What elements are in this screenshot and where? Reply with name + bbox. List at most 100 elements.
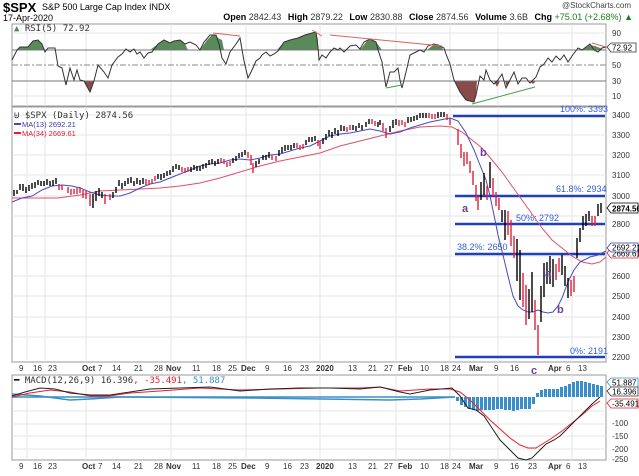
macd-value-tag: 16.396 — [606, 386, 639, 397]
fib-label-0: 0%: 2191 — [570, 346, 608, 356]
fib-lines — [453, 114, 605, 359]
svg-text:23: 23 — [48, 462, 57, 471]
macd-panel: ━ MACD(12,26,9) 16.396, -35.491, 51.887 … — [11, 374, 639, 461]
rsi-tick: 90 — [612, 29, 621, 38]
quote-bar: Open 2842.43 High 2879.22 Low 2830.88 Cl… — [223, 12, 633, 22]
svg-text:9: 9 — [265, 364, 270, 373]
svg-text:Mar: Mar — [469, 462, 483, 471]
svg-text:3300: 3300 — [612, 131, 630, 140]
macd-histogram — [456, 381, 603, 411]
wave-label-b2: b — [557, 304, 564, 316]
svg-text:28: 28 — [154, 364, 163, 373]
fib-label-382: 38.2%: 2650 — [457, 242, 508, 252]
open-value: 2842.43 — [248, 12, 282, 22]
svg-text:16: 16 — [510, 364, 519, 373]
wave-label-a1: a — [462, 203, 469, 215]
svg-text:13: 13 — [578, 364, 587, 373]
svg-text:-100: -100 — [612, 419, 629, 428]
svg-text:25: 25 — [228, 364, 237, 373]
svg-text:18: 18 — [440, 462, 449, 471]
close-label: Close — [409, 12, 434, 22]
close-value: 2874.56 — [436, 12, 469, 22]
svg-text:9: 9 — [19, 364, 24, 373]
svg-text:3100: 3100 — [612, 171, 630, 180]
svg-text:28: 28 — [154, 462, 163, 471]
svg-text:23: 23 — [300, 462, 309, 471]
svg-text:23: 23 — [48, 364, 57, 373]
macd-signal-tag: -35.491 — [606, 398, 639, 409]
macd-legend: ━ MACD(12,26,9) 16.396, -35.491, 51.887 — [13, 376, 225, 386]
rsi-panel: ▲ RSI(5) 72.92 90 50 30 10 72.92 — [11, 23, 637, 107]
svg-text:Oct: Oct — [82, 364, 96, 373]
ma13-value-tag: 2692.21 — [606, 242, 639, 253]
up-triangle-icon: ▲ — [624, 12, 633, 22]
ma13-legend: MA(13) 2692.21 — [22, 120, 76, 129]
svg-text:16: 16 — [283, 462, 292, 471]
svg-text:16: 16 — [33, 462, 42, 471]
wave-label-a2: a — [545, 268, 552, 280]
exchange: INDX — [148, 2, 171, 12]
svg-text:23: 23 — [300, 364, 309, 373]
ma13-line — [11, 117, 607, 314]
svg-text:7: 7 — [98, 462, 103, 471]
fib-label-50: 50%: 2792 — [516, 213, 559, 223]
rsi-value-tag: 72.92 — [606, 42, 637, 53]
copyright: @StockCharts.com — [561, 1, 631, 10]
svg-text:3400: 3400 — [612, 111, 630, 120]
svg-text:7: 7 — [98, 364, 103, 373]
price-value-tag: 2874.56 — [606, 202, 639, 214]
ohlc-icon: ⊎ — [14, 111, 25, 121]
svg-text:9: 9 — [265, 462, 270, 471]
macd-line — [11, 386, 601, 461]
fib-label-100: 100%: 3393 — [560, 104, 608, 114]
svg-text:24: 24 — [452, 462, 461, 471]
fib-label-618: 61.8%: 2934 — [556, 184, 607, 194]
low-value: 2830.88 — [369, 12, 403, 22]
svg-text:21: 21 — [368, 462, 377, 471]
svg-text:23: 23 — [528, 462, 537, 471]
svg-text:27: 27 — [384, 462, 393, 471]
high-value: 2879.22 — [310, 12, 343, 22]
svg-text:3200: 3200 — [612, 151, 630, 160]
rsi-legend: ▲ RSI(5) 72.92 — [14, 24, 90, 34]
svg-text:16: 16 — [33, 364, 42, 373]
macd-axis: -100 -150 -200 — [612, 419, 629, 454]
svg-text:-200: -200 — [612, 445, 629, 454]
svg-text:Feb: Feb — [398, 364, 412, 373]
rsi-legend-text: RSI(5) 72.92 — [25, 24, 90, 34]
x-axis-bottom: 9 16 23 Oct 7 14 21 28 Nov 11 18 25 Dec … — [19, 462, 587, 471]
svg-text:Dec: Dec — [241, 462, 256, 471]
svg-text:18: 18 — [212, 462, 221, 471]
macd-hist-tag: 51.887 — [606, 377, 639, 388]
svg-text:9: 9 — [19, 462, 24, 471]
svg-text:11: 11 — [192, 462, 201, 471]
svg-text:11: 11 — [192, 364, 201, 373]
price-legend: ⊎ $SPX (Daily) 2874.56 — [14, 111, 133, 121]
x-axis-top: 9 16 23 Oct 7 14 21 28 Nov 11 18 25 Dec … — [19, 364, 587, 373]
svg-text:Dec: Dec — [241, 364, 256, 373]
macd-signal-line — [11, 386, 601, 449]
svg-text:16.396: 16.396 — [612, 388, 637, 397]
svg-text:Apr: Apr — [548, 364, 562, 373]
chart-date: 17-Apr-2020 — [3, 13, 54, 23]
svg-text:18: 18 — [440, 364, 449, 373]
svg-text:2600: 2600 — [612, 272, 630, 281]
wave-label-b1: b — [480, 147, 487, 159]
svg-text:72.92: 72.92 — [612, 44, 633, 53]
svg-text:2020: 2020 — [316, 364, 334, 373]
ma34-line — [12, 125, 607, 265]
svg-text:21: 21 — [134, 364, 143, 373]
svg-text:2800: 2800 — [612, 220, 630, 229]
svg-text:2692.21: 2692.21 — [612, 244, 639, 253]
rsi-tick: 10 — [612, 92, 621, 101]
open-label: Open — [223, 12, 247, 22]
macd-tick-min: -250 — [612, 455, 629, 464]
svg-text:13: 13 — [348, 364, 357, 373]
svg-text:27: 27 — [384, 364, 393, 373]
svg-text:-150: -150 — [612, 432, 629, 441]
chart-header: $SPX S&P 500 Large Cap Index INDX 17-Apr… — [0, 0, 639, 24]
rsi-tick: 50 — [612, 61, 621, 70]
svg-text:Nov: Nov — [166, 364, 182, 373]
svg-text:14: 14 — [112, 462, 121, 471]
svg-text:14: 14 — [112, 364, 121, 373]
